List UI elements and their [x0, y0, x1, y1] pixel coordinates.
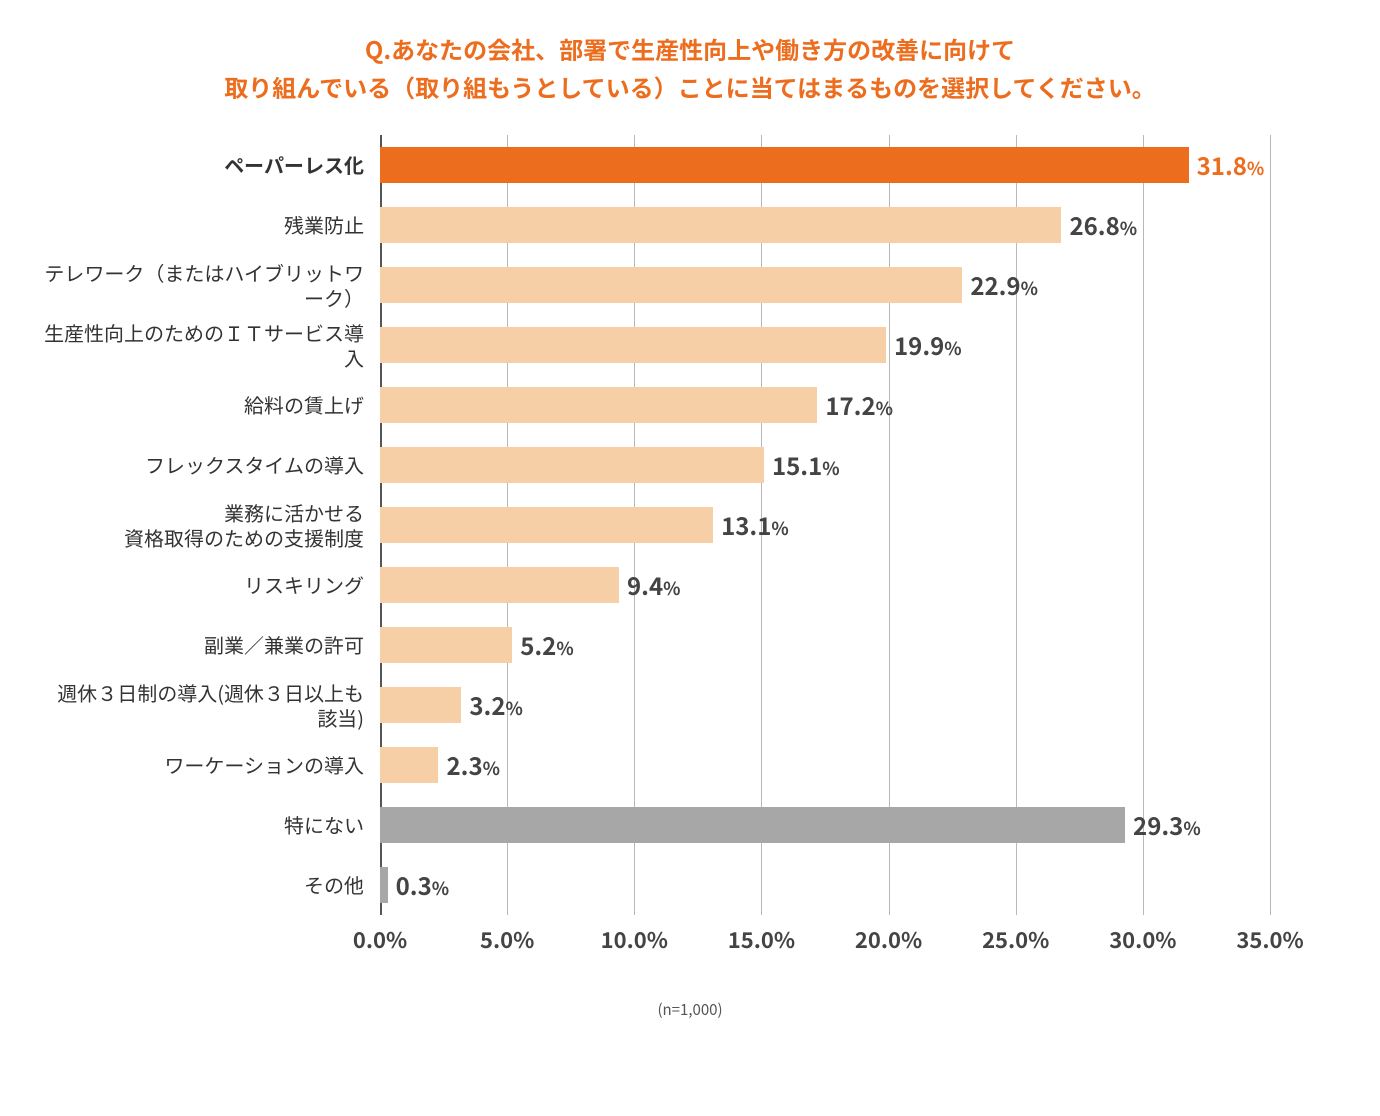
x-axis-tick: 10.0%: [601, 923, 668, 955]
value-label: 17.2%: [825, 387, 893, 422]
category-label: ワーケーションの導入: [40, 752, 380, 777]
chart-title-line1: Q.あなたの会社、部署で生産性向上や働き方の改善に向けて: [40, 30, 1340, 68]
value-label: 5.2%: [520, 627, 573, 662]
category-label: その他: [40, 872, 380, 897]
category-label: テレワーク（またはハイブリットワーク）: [40, 260, 380, 310]
bar-row: フレックスタイムの導入15.1%: [380, 435, 1270, 495]
bar: [380, 147, 1189, 183]
bar: [380, 327, 886, 363]
category-label: 週休３日制の導入(週休３日以上も該当): [40, 680, 380, 730]
bar: [380, 687, 461, 723]
bar: [380, 207, 1061, 243]
x-axis-tick: 20.0%: [855, 923, 922, 955]
x-axis-tick: 0.0%: [353, 923, 407, 955]
x-axis-tick: 15.0%: [728, 923, 795, 955]
x-axis-tick: 5.0%: [480, 923, 534, 955]
bar: [380, 267, 962, 303]
category-label: 副業／兼業の許可: [40, 632, 380, 657]
grid-line: [1270, 135, 1271, 915]
bar-row: 副業／兼業の許可5.2%: [380, 615, 1270, 675]
bar-row: ワーケーションの導入2.3%: [380, 735, 1270, 795]
category-label: 特にない: [40, 812, 380, 837]
category-label: 業務に活かせる 資格取得のための支援制度: [40, 500, 380, 550]
x-axis-tick: 35.0%: [1236, 923, 1303, 955]
x-axis-tick: 30.0%: [1109, 923, 1176, 955]
sample-size-note: (n=1,000): [40, 999, 1340, 1020]
category-label: 残業防止: [40, 212, 380, 237]
value-label: 9.4%: [627, 567, 680, 602]
category-label: ペーパーレス化: [40, 152, 380, 177]
chart-title: Q.あなたの会社、部署で生産性向上や働き方の改善に向けて 取り組んでいる（取り組…: [40, 30, 1340, 107]
value-label: 13.1%: [721, 507, 789, 542]
plot-area: ペーパーレス化31.8%残業防止26.8%テレワーク（またはハイブリットワーク）…: [380, 135, 1270, 915]
bar-row: テレワーク（またはハイブリットワーク）22.9%: [380, 255, 1270, 315]
value-label: 29.3%: [1133, 807, 1201, 842]
value-label: 19.9%: [894, 327, 962, 362]
bar-row: 特にない29.3%: [380, 795, 1270, 855]
value-label: 15.1%: [772, 447, 840, 482]
category-label: フレックスタイムの導入: [40, 452, 380, 477]
value-label: 31.8%: [1197, 147, 1265, 182]
x-axis: 0.0%5.0%10.0%15.0%20.0%25.0%30.0%35.0%: [380, 923, 1270, 953]
bar-row: 給料の賃上げ17.2%: [380, 375, 1270, 435]
bar-row: 週休３日制の導入(週休３日以上も該当)3.2%: [380, 675, 1270, 735]
bar-row: ペーパーレス化31.8%: [380, 135, 1270, 195]
chart-container: ペーパーレス化31.8%残業防止26.8%テレワーク（またはハイブリットワーク）…: [40, 135, 1360, 953]
bar: [380, 507, 713, 543]
chart-title-line2: 取り組んでいる（取り組もうとしている）ことに当てはまるものを選択してください。: [40, 68, 1340, 106]
bar-row: 生産性向上のためのＩＴサービス導入19.9%: [380, 315, 1270, 375]
bar-row: リスキリング9.4%: [380, 555, 1270, 615]
sample-size-text: (n=1,000): [657, 999, 722, 1020]
bar: [380, 387, 817, 423]
category-label: 給料の賃上げ: [40, 392, 380, 417]
bar-row: 業務に活かせる 資格取得のための支援制度13.1%: [380, 495, 1270, 555]
bar: [380, 447, 764, 483]
value-label: 0.3%: [396, 867, 449, 902]
bar: [380, 747, 438, 783]
value-label: 22.9%: [970, 267, 1038, 302]
x-axis-tick: 25.0%: [982, 923, 1049, 955]
bar: [380, 567, 619, 603]
bar: [380, 627, 512, 663]
category-label: リスキリング: [40, 572, 380, 597]
category-label: 生産性向上のためのＩＴサービス導入: [40, 320, 380, 370]
value-label: 26.8%: [1069, 207, 1137, 242]
value-label: 2.3%: [446, 747, 499, 782]
bar-row: その他0.3%: [380, 855, 1270, 915]
bar-row: 残業防止26.8%: [380, 195, 1270, 255]
bar: [380, 807, 1125, 843]
value-label: 3.2%: [469, 687, 522, 722]
bar: [380, 867, 388, 903]
